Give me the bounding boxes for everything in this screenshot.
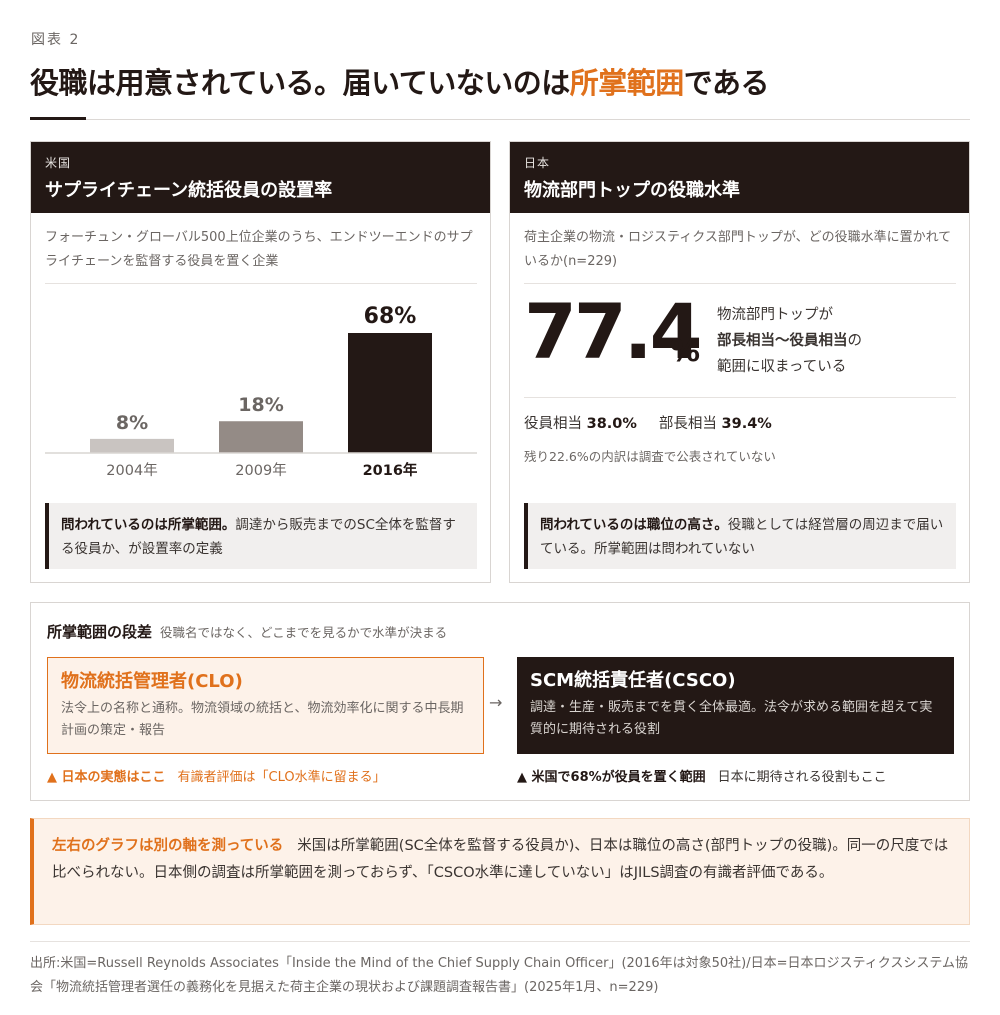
jp-note-bold: 問われているのは職位の高さ。 <box>540 517 728 533</box>
csco-box: SCM統括責任者(CSCO) 調達・生産・販売までを貫く全体最適。法令が求める範… <box>517 657 954 754</box>
arrow-right-icon: → <box>489 693 503 712</box>
callout-text: 米国は所掌範囲(SC全体を監督する役員か)、日本は職位の高さ(部門トップの役職)… <box>52 838 949 881</box>
page-title: 役職は用意されている。届いていないのは所掌範囲である <box>30 60 770 102</box>
title-accent: 所掌範囲 <box>569 66 685 100</box>
remainder-note: 残り22.6%の内訳は調査で公表されていない <box>524 449 776 464</box>
scope-subtitle: 役職名ではなく、どこまでを見るかで水準が決まる <box>160 625 448 640</box>
bar-value-label-1: 8% <box>116 412 148 434</box>
title-pre: 役職は用意されている。届いていないのは <box>30 66 570 100</box>
bar-2 <box>219 421 303 453</box>
role-breakdown: 役員相当 38.0% 部長相当 39.4% <box>524 412 772 433</box>
us-panel-divider <box>45 283 477 284</box>
us-note-text: 調達から販売までのSC全体を監督する役員か、が設置率の定義 <box>61 517 456 557</box>
scope-section: 所掌範囲の段差 役職名ではなく、どこまでを見るかで水準が決まる 物流統括管理者(C… <box>30 602 970 801</box>
jp-panel-title: 物流部門トップの役職水準 <box>524 180 740 201</box>
csco-caption-bold: ▲ 米国で68%が役員を置く範囲 <box>517 770 706 785</box>
bar-value-label-2: 18% <box>238 394 283 416</box>
csco-title: SCM統括責任者(CSCO) <box>530 670 736 691</box>
clo-title: 物流統括管理者(CLO) <box>61 671 243 692</box>
us-note-bold: 問われているのは所掌範囲。 <box>61 517 236 533</box>
jp-note: 問われているのは職位の高さ。役職としては経営層の周辺まで届いている。所掌範囲は問… <box>524 503 956 569</box>
manager-value: 39.4% <box>721 416 772 432</box>
clo-caption: ▲ 日本の実態はここ 有識者評価は「CLO水準に留まる」 <box>47 766 386 785</box>
bar-1 <box>90 438 174 453</box>
x-tick-label-2: 2009年 <box>235 462 286 479</box>
us-panel-header: 米国 サプライチェーン統括役員の設置率 <box>31 142 490 213</box>
scope-header: 所掌範囲の段差 役職名ではなく、どこまでを見るかで水準が決まる <box>47 621 447 642</box>
big-percentage-description: 物流部門トップが 部長相当〜役員相当の 範囲に収まっている <box>717 302 862 380</box>
csco-description: 調達・生産・販売までを貫く全体最適。法令が求める範囲を超えて実質的に期待される役… <box>530 700 933 737</box>
jp-note-text: 役職としては経営層の周辺まで届いている。所掌範囲は問われていない <box>540 517 944 557</box>
bar-value-label-3: 68% <box>364 304 417 329</box>
us-panel-kicker: 米国 <box>45 156 72 170</box>
x-tick-label-3: 2016年 <box>363 461 418 479</box>
us-note: 問われているのは所掌範囲。調達から販売までのSC全体を監督する役員か、が設置率の… <box>45 503 477 569</box>
big-desc-suffix: の <box>847 333 863 349</box>
big-desc-line1: 物流部門トップが <box>717 307 833 323</box>
x-tick-label-1: 2004年 <box>106 462 157 479</box>
officer-value: 38.0% <box>586 416 637 432</box>
bar-3 <box>348 333 432 453</box>
jp-panel-description: 荷主企業の物流・ロジスティクス部門トップが、どの役職水準に置かれているか(n=2… <box>524 230 952 269</box>
us-panel: 米国 サプライチェーン統括役員の設置率 フォーチュン・グローバル500上位企業の… <box>30 141 491 583</box>
jp-panel-divider <box>524 283 956 284</box>
title-rule <box>30 119 970 120</box>
jp-panel-kicker: 日本 <box>524 156 551 170</box>
big-desc-line2: 部長相当〜役員相当の <box>717 328 862 354</box>
officer-label: 役員相当 <box>524 416 582 432</box>
jp-panel-header: 日本 物流部門トップの役職水準 <box>510 142 969 213</box>
big-percentage: 77.4 <box>524 287 703 376</box>
title-rule-accent <box>30 117 86 120</box>
source-divider <box>30 941 970 942</box>
comparison-callout: 左右のグラフは別の軸を測っている 米国は所掌範囲(SC全体を監督する役員か)、日本… <box>30 818 970 925</box>
manager-label: 部長相当 <box>658 416 717 432</box>
clo-caption-bold: ▲ 日本の実態はここ <box>47 770 166 785</box>
callout-lead: 左右のグラフは別の軸を測っている <box>52 838 284 854</box>
jp-panel: 日本 物流部門トップの役職水準 荷主企業の物流・ロジスティクス部門トップが、どの… <box>509 141 970 583</box>
bar-chart: 8% 2004年 18% 2009年 68% 2016年 <box>45 304 477 479</box>
clo-box: 物流統括管理者(CLO) 法令上の名称と通称。物流領域の統括と、物流効率化に関す… <box>47 657 484 754</box>
us-panel-description: フォーチュン・グローバル500上位企業のうち、エンドツーエンドのサプライチェーン… <box>45 230 473 269</box>
clo-caption-text: 有識者評価は「CLO水準に留まる」 <box>177 770 386 785</box>
figure-label: 図表 2 <box>31 32 81 48</box>
big-desc-bold: 部長相当〜役員相当 <box>717 333 848 349</box>
source-note: 出所:米国=Russell Reynolds Associates「Inside… <box>30 956 968 995</box>
big-percentage-unit: % <box>670 334 701 369</box>
clo-description: 法令上の名称と通称。物流領域の統括と、物流効率化に関する中長期計画の策定・報告 <box>61 701 464 738</box>
big-desc-line3: 範囲に収まっている <box>717 359 847 375</box>
title-post: である <box>683 66 770 100</box>
scope-title: 所掌範囲の段差 <box>47 623 153 641</box>
jp-breakdown-divider <box>524 397 956 398</box>
csco-caption-text: 日本に期待される役割もここ <box>717 770 887 785</box>
csco-caption: ▲ 米国で68%が役員を置く範囲 日本に期待される役割もここ <box>517 766 887 785</box>
us-panel-title: サプライチェーン統括役員の設置率 <box>45 180 333 201</box>
